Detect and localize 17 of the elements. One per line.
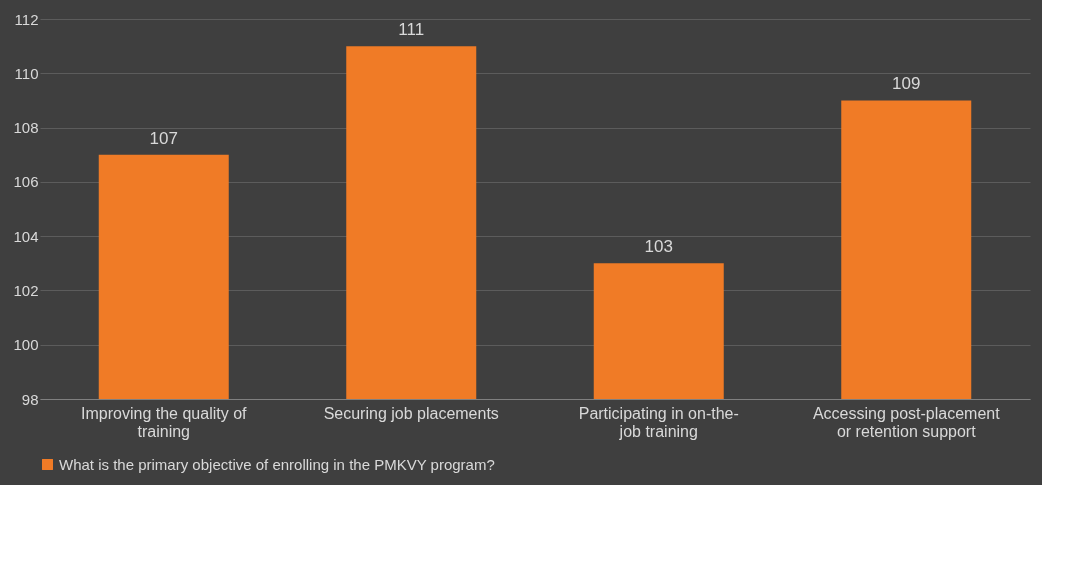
data-label: 111 xyxy=(398,20,425,40)
x-tick-label: Accessing post-placement or retention support xyxy=(812,404,1001,440)
data-label: 109 xyxy=(892,74,921,94)
y-tick-label: 102 xyxy=(13,281,39,299)
data-label: 103 xyxy=(644,237,673,257)
legend-label: What is the primary objective of enrolling in the PMKVY program? xyxy=(59,455,495,473)
x-tick-label: Participating in on-the-job training xyxy=(578,404,739,440)
y-tick-label: 100 xyxy=(13,336,39,354)
y-tick-label: 110 xyxy=(14,64,39,82)
y-tick-label: 104 xyxy=(13,227,39,245)
x-tick-label: Securing job placements xyxy=(323,404,499,422)
y-tick-label: 112 xyxy=(14,10,39,28)
data-label: 107 xyxy=(149,128,178,148)
y-tick-label: 108 xyxy=(13,119,39,137)
y-tick-label: 98 xyxy=(21,390,39,408)
x-tick-label: Improving the quality of training xyxy=(81,404,248,440)
y-tick-label: 106 xyxy=(13,173,39,191)
